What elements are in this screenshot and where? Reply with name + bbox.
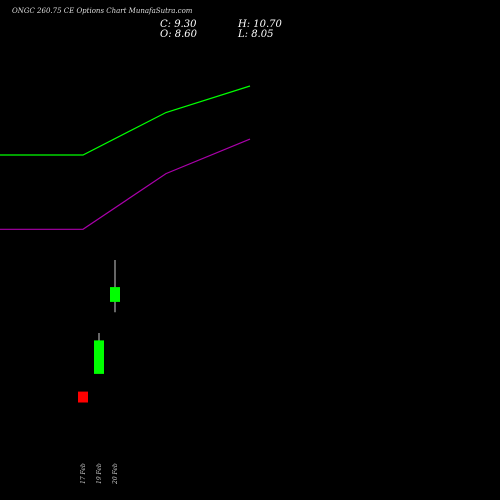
chart-title: ONGC 260.75 CE Options Chart MunafaSutra… [12, 7, 193, 15]
x-tick-label-2: 19 Feb [96, 463, 103, 484]
indicator-lines [0, 85, 251, 230]
candle-body-3 [110, 287, 120, 302]
candles [78, 260, 120, 403]
low-value: L: 8.05 [237, 29, 273, 40]
close-value: C: 9.30 [160, 19, 197, 30]
indicator-line-2 [0, 138, 251, 230]
candle-body-2 [94, 340, 104, 374]
x-tick-label-3: 20 Feb [112, 463, 119, 485]
indicator-line-1 [0, 85, 251, 156]
open-value: O: 8.60 [160, 29, 198, 40]
candle-body-1 [78, 391, 88, 403]
high-value: H: 10.70 [237, 19, 283, 30]
x-axis-ticks: 17 Feb 19 Feb 20 Feb [80, 463, 119, 485]
x-tick-label-1: 17 Feb [80, 463, 87, 484]
